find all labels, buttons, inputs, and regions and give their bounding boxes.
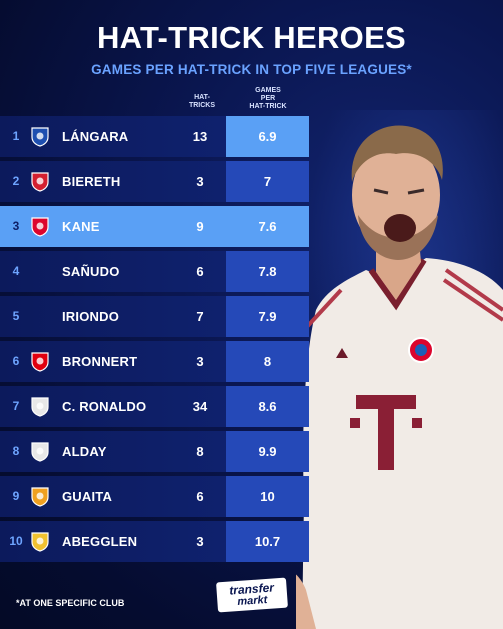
row-rank: 8 bbox=[12, 444, 20, 458]
eintracht-frankfurt-crest bbox=[31, 352, 49, 372]
sochaux-crest bbox=[31, 532, 49, 552]
row-rank: 2 bbox=[12, 174, 20, 188]
row-rank: 3 bbox=[12, 219, 20, 233]
games-per-hattrick-value: 7 bbox=[226, 161, 309, 202]
player-name: SAÑUDO bbox=[62, 264, 120, 279]
real-madrid-crest bbox=[31, 397, 49, 417]
bayern-crest bbox=[31, 217, 49, 237]
games-per-hattrick-value: 7.9 bbox=[226, 296, 309, 337]
games-per-hattrick-value: 6.9 bbox=[226, 116, 309, 157]
row-rank: 9 bbox=[12, 489, 20, 503]
row-rank: 7 bbox=[12, 399, 20, 413]
hattricks-value: 6 bbox=[196, 489, 204, 504]
row-rank: 6 bbox=[12, 354, 20, 368]
hattricks-value: 6 bbox=[196, 264, 204, 279]
table-row: 1 LÁNGARA 13 6.9 bbox=[0, 116, 309, 157]
footnote: *AT ONE SPECIFIC CLUB bbox=[16, 598, 125, 608]
hattricks-value: 13 bbox=[192, 129, 208, 144]
table-row: 4 SAÑUDO 6 7.8 bbox=[0, 251, 309, 292]
hattricks-value: 9 bbox=[196, 219, 204, 234]
monaco-crest bbox=[31, 172, 49, 192]
games-per-hattrick-value: 8 bbox=[226, 341, 309, 382]
table-row: 3 KANE 9 7.6 bbox=[0, 206, 309, 247]
hattricks-value: 7 bbox=[196, 309, 204, 324]
player-name: BRONNERT bbox=[62, 354, 138, 369]
player-photo bbox=[296, 125, 503, 629]
column-header-hattricks: HAT- TRICKS bbox=[188, 94, 216, 109]
player-name: ABEGGLEN bbox=[62, 534, 138, 549]
player-name: C. RONALDO bbox=[62, 399, 147, 414]
player-name: IRIONDO bbox=[62, 309, 120, 324]
hattricks-value: 3 bbox=[196, 534, 204, 549]
transfermarkt-logo: transfer markt bbox=[216, 577, 288, 613]
games-per-hattrick-value: 10 bbox=[226, 476, 309, 517]
table-row: 9 GUAITA 6 10 bbox=[0, 476, 309, 517]
table-row: 2 BIERETH 3 7 bbox=[0, 161, 309, 202]
hattricks-value: 34 bbox=[192, 399, 208, 414]
row-rank: 10 bbox=[9, 534, 23, 548]
row-rank: 4 bbox=[12, 264, 20, 278]
games-per-hattrick-value: 7.6 bbox=[226, 206, 309, 247]
as-roma-crest bbox=[31, 487, 49, 507]
column-header-games-per-hattrick: GAMES PER HAT-TRICK bbox=[249, 87, 287, 110]
page-subtitle: GAMES PER HAT-TRICK IN TOP FIVE LEAGUES* bbox=[91, 62, 412, 77]
player-name: ALDAY bbox=[62, 444, 107, 459]
row-rank: 1 bbox=[12, 129, 20, 143]
player-name: GUAITA bbox=[62, 489, 113, 504]
games-per-hattrick-value: 8.6 bbox=[226, 386, 309, 427]
hattricks-value: 3 bbox=[196, 354, 204, 369]
hattricks-value: 8 bbox=[196, 444, 204, 459]
games-per-hattrick-value: 7.8 bbox=[226, 251, 309, 292]
table-row: 10 ABEGGLEN 3 10.7 bbox=[0, 521, 309, 562]
page-title: HAT-TRICK HEROES bbox=[96, 20, 407, 55]
games-per-hattrick-value: 9.9 bbox=[226, 431, 309, 472]
table-row: 7 C. RONALDO 34 8.6 bbox=[0, 386, 309, 427]
row-rank: 5 bbox=[12, 309, 20, 323]
real-madrid-crest bbox=[31, 442, 49, 462]
player-name: KANE bbox=[62, 219, 100, 234]
table-row: 5 IRIONDO 7 7.9 bbox=[0, 296, 309, 337]
player-name: BIERETH bbox=[62, 174, 121, 189]
hattricks-value: 3 bbox=[196, 174, 204, 189]
real-oviedo-crest bbox=[31, 127, 49, 147]
table-row: 8 ALDAY 8 9.9 bbox=[0, 431, 309, 472]
table-row: 6 BRONNERT 3 8 bbox=[0, 341, 309, 382]
player-name: LÁNGARA bbox=[62, 129, 129, 144]
games-per-hattrick-value: 10.7 bbox=[226, 521, 309, 562]
